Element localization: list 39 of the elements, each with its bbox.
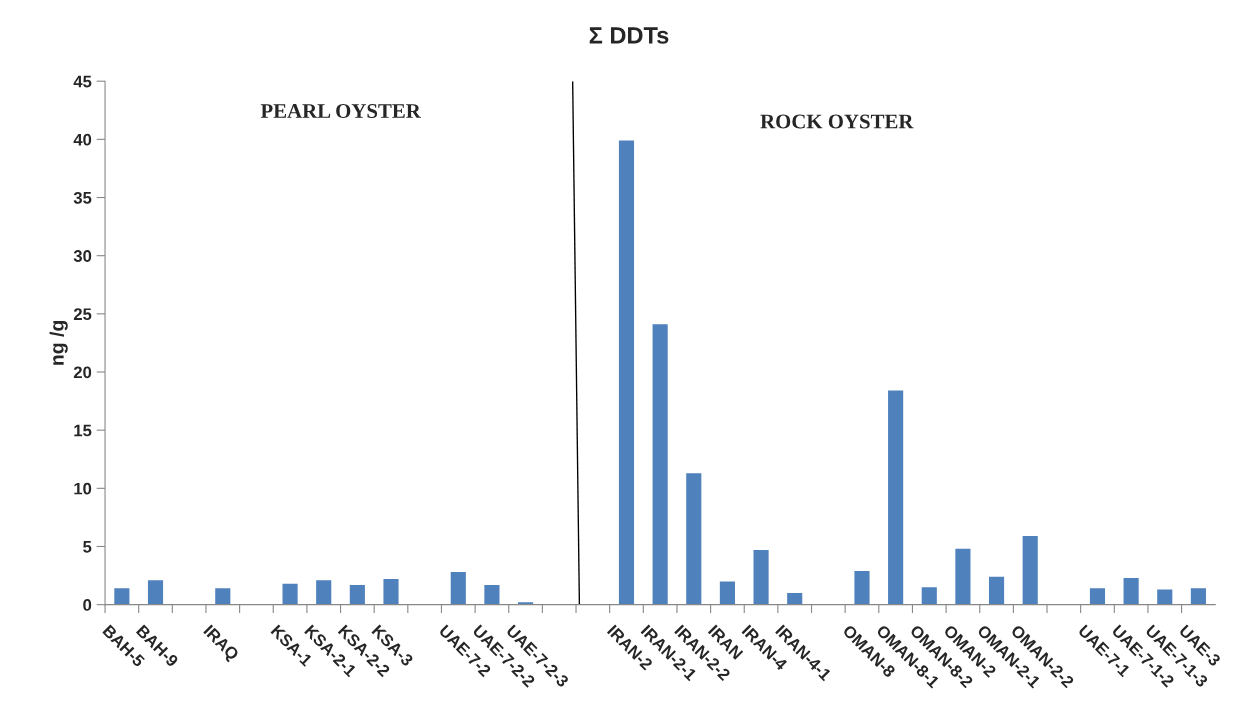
bar: [316, 580, 332, 605]
bar: [282, 583, 298, 605]
bar: [1089, 588, 1106, 605]
bar: [955, 548, 971, 605]
bar: [719, 581, 735, 605]
bar: [854, 570, 870, 605]
bar: [1157, 589, 1173, 605]
bar: [753, 549, 769, 605]
y-tick-label: 35: [73, 191, 92, 204]
bar: [450, 572, 466, 605]
bar: [147, 580, 164, 605]
chart-title: Σ DDTs: [589, 27, 669, 44]
bar: [921, 587, 937, 605]
y-tick-label: 5: [83, 541, 92, 553]
bar: [215, 588, 231, 605]
y-tick-label: 40: [73, 133, 92, 146]
bar: [652, 324, 668, 605]
y-tick-label: 25: [73, 308, 92, 321]
bar: [888, 390, 904, 605]
y-tick-label: 20: [73, 366, 92, 379]
bar: [618, 140, 635, 605]
y-tick-label: 45: [73, 75, 92, 88]
bar: [988, 576, 1005, 605]
bar: [1123, 577, 1139, 605]
y-tick-label: 0: [83, 599, 92, 611]
y-tick-label: 15: [74, 424, 92, 437]
bar: [1190, 588, 1206, 605]
bar: [114, 588, 130, 605]
bar: [686, 473, 702, 605]
bar: [383, 579, 399, 605]
annotation: ROCK OYSTER: [760, 114, 914, 129]
y-tick-label: 30: [73, 250, 92, 262]
annotation: PEARL OYSTER: [260, 104, 421, 119]
y-tick-label: 10: [74, 482, 92, 495]
bar: [349, 584, 365, 605]
y-axis-title: ng /g: [49, 321, 68, 365]
bar: [787, 593, 803, 605]
bar: [484, 584, 500, 605]
bar: [1022, 536, 1038, 605]
